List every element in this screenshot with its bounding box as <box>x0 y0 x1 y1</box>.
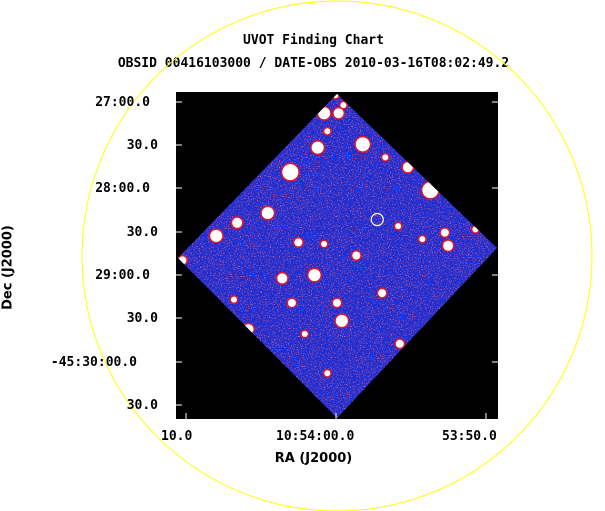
y-tick-label: 30.0 <box>126 311 158 326</box>
star <box>277 273 288 284</box>
star <box>395 339 404 348</box>
star <box>395 223 402 230</box>
y-tick-label: 27:00.0 <box>95 95 150 110</box>
star <box>332 94 339 99</box>
star <box>472 226 479 233</box>
star <box>210 229 223 242</box>
star <box>378 289 387 298</box>
star <box>324 370 331 377</box>
x-tick-label: 10.0 <box>161 429 193 444</box>
y-tick-label: -45:30:00.0 <box>50 355 137 370</box>
star <box>360 107 369 116</box>
star <box>355 137 370 152</box>
image-frame <box>176 92 498 419</box>
star-halo <box>472 198 488 214</box>
y-axis-label: Dec (J2000) <box>0 225 16 310</box>
star <box>230 296 237 303</box>
star <box>308 269 321 282</box>
star <box>275 362 284 371</box>
star <box>352 251 361 260</box>
star <box>282 164 299 181</box>
star <box>340 102 347 109</box>
star <box>321 241 328 248</box>
star <box>178 256 187 265</box>
chart-title: UVOT Finding Chart <box>243 33 384 48</box>
star <box>324 128 331 135</box>
star <box>333 298 341 307</box>
star <box>402 162 413 173</box>
star <box>443 240 454 251</box>
star-halo <box>358 106 370 118</box>
image-noise <box>178 94 497 418</box>
star <box>318 107 331 120</box>
star <box>335 314 348 327</box>
y-tick-label: 29:00.0 <box>95 268 150 283</box>
star <box>422 182 439 199</box>
star <box>382 154 389 161</box>
star <box>243 324 254 335</box>
star-halo <box>460 203 474 217</box>
y-tick-label: 30.0 <box>126 138 158 153</box>
x-tick-label: 53:50.0 <box>442 429 497 444</box>
y-tick-label: 30.0 <box>126 398 158 413</box>
finding-chart-image <box>176 94 498 419</box>
star <box>311 141 324 154</box>
star <box>333 108 344 119</box>
star <box>462 204 473 215</box>
y-tick-label: 30.0 <box>126 225 158 240</box>
star <box>301 330 308 337</box>
star-halo <box>273 361 285 373</box>
star <box>474 200 487 213</box>
y-tick-label: 28:00.0 <box>95 181 150 196</box>
star <box>419 236 426 243</box>
star <box>440 228 449 237</box>
x-axis-label: RA (J2000) <box>274 451 353 466</box>
chart-subtitle: OBSID 00416103000 / DATE-OBS 2010-03-16T… <box>117 56 510 71</box>
star <box>287 298 296 307</box>
star <box>232 217 243 228</box>
star <box>294 238 303 247</box>
star <box>261 206 274 219</box>
x-tick-label: 10:54:00.0 <box>276 429 355 444</box>
